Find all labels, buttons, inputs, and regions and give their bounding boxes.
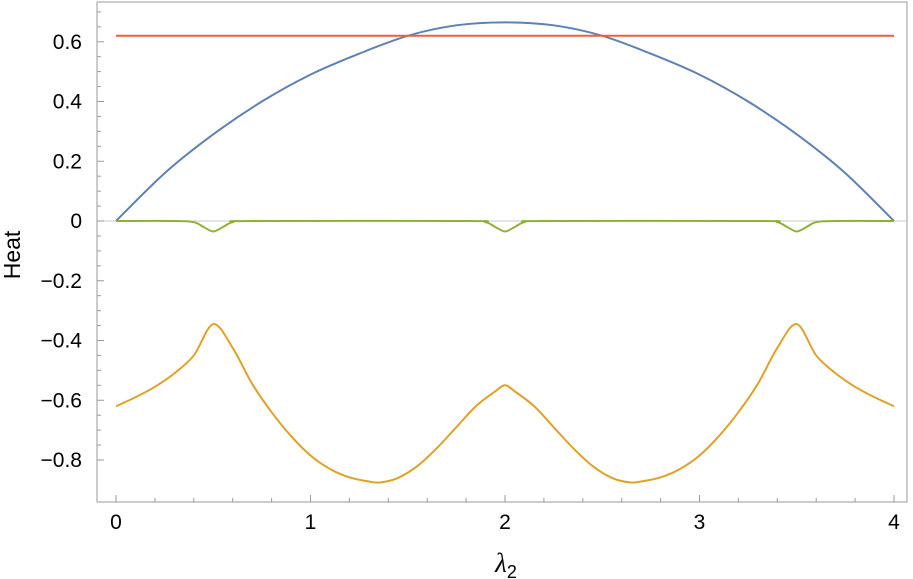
y-tick-label: 0.6	[53, 31, 82, 54]
y-tick-label: −0.2	[41, 270, 82, 293]
series-group	[115, 21, 895, 484]
plot-frame	[96, 1, 908, 503]
x-tick-label: 0	[110, 511, 122, 534]
y-tick-label: 0.4	[53, 91, 83, 114]
x-axis-title-main: λ	[494, 548, 507, 578]
x-tick-label: 4	[888, 511, 900, 534]
series-line-1	[115, 21, 895, 222]
x-tick-label: 1	[305, 511, 317, 534]
x-axis-title-subscript: 2	[507, 562, 517, 579]
series-line-2	[115, 323, 895, 484]
y-tick-label: 0	[70, 210, 82, 233]
series-line-3	[115, 219, 895, 233]
y-tick-label: −0.6	[41, 389, 82, 412]
x-ticks: 0 1 2 3 4	[110, 495, 900, 534]
y-axis-title: Heat	[0, 230, 25, 279]
y-tick-label: 0.2	[53, 150, 82, 173]
y-tick-label: −0.8	[41, 449, 82, 472]
x-tick-label: 3	[694, 511, 706, 534]
y-tick-label: −0.4	[41, 330, 83, 353]
y-ticks: 0.6 0.4 0.2 0 −0.2 −0.4 −0.6 −0.8	[41, 11, 104, 472]
x-axis-title: λ2	[494, 548, 517, 579]
x-tick-label: 2	[499, 511, 511, 534]
